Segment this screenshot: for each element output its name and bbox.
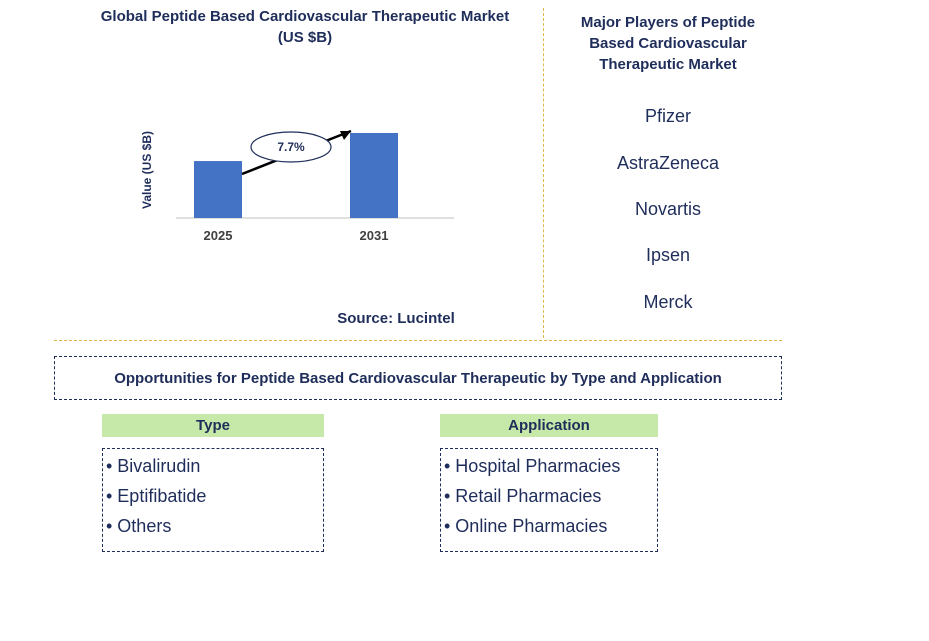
application-header: Application bbox=[440, 414, 658, 437]
list-item: • Retail Pharmacies bbox=[444, 486, 602, 506]
list-item: • Hospital Pharmacies bbox=[444, 456, 621, 476]
player-novartis: Novartis bbox=[634, 199, 701, 219]
bar-2031 bbox=[350, 133, 398, 218]
chart-title: Global Peptide Based Cardiovascular Ther… bbox=[100, 8, 510, 46]
vertical-divider bbox=[543, 8, 544, 338]
x-tick-label-2025: 2025 bbox=[204, 228, 233, 243]
horizontal-divider bbox=[54, 340, 782, 341]
player-ipsen: Ipsen bbox=[645, 245, 691, 265]
opportunities-title: Opportunities for Peptide Based Cardiova… bbox=[54, 356, 782, 400]
player-merck: Merck bbox=[643, 292, 693, 312]
bars bbox=[194, 133, 398, 218]
list-item: • Online Pharmacies bbox=[444, 516, 608, 536]
list-item: • Bivalirudin bbox=[106, 456, 201, 476]
type-list: • Bivalirudin • Eptifibatide • Others bbox=[102, 448, 324, 552]
player-pfizer: Pfizer bbox=[644, 106, 691, 126]
x-tick-labels: 2025 2031 bbox=[204, 228, 389, 243]
list-item: • Eptifibatide bbox=[106, 486, 207, 506]
type-header: Type bbox=[102, 414, 324, 437]
x-tick-label-2031: 2031 bbox=[360, 228, 389, 243]
player-astrazeneca: AstraZeneca bbox=[616, 153, 720, 173]
arrow-head-icon bbox=[340, 131, 351, 140]
growth-rate-label: 7.7% bbox=[277, 140, 305, 154]
bar-chart: Value (US $B) 2025 2031 7.7% bbox=[140, 129, 454, 243]
growth-annotation: 7.7% bbox=[241, 129, 352, 176]
players-title: Major Players of Peptide Based Cardiovas… bbox=[580, 14, 756, 73]
list-item: • Others bbox=[106, 516, 172, 536]
opportunities-title-text: Opportunities for Peptide Based Cardiova… bbox=[114, 369, 722, 387]
y-axis-label: Value (US $B) bbox=[140, 131, 154, 209]
bar-2025 bbox=[194, 161, 242, 218]
application-list: • Hospital Pharmacies • Retail Pharmacie… bbox=[440, 448, 658, 552]
growth-ellipse bbox=[250, 131, 332, 163]
source-label: Source: Lucintel bbox=[337, 310, 455, 327]
